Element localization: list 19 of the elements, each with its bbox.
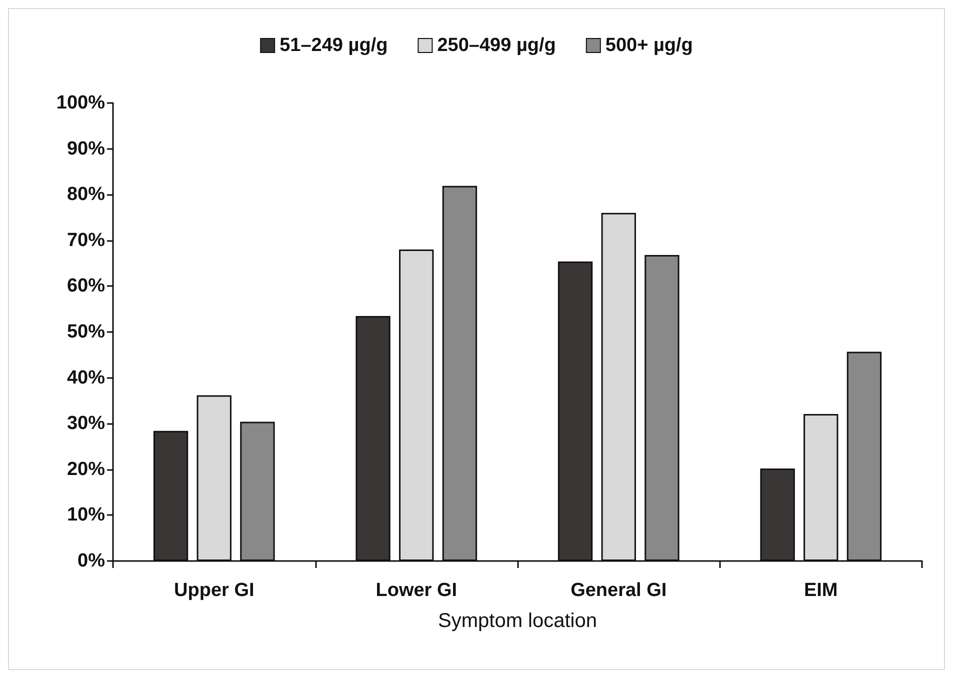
y-tick-label: 60% [66,276,106,297]
legend-label: 250–499 µg/g [437,35,556,56]
y-tick-label: 40% [66,367,106,388]
x-tick-label: Lower GI [376,580,458,601]
y-tick-label: 70% [66,230,106,251]
y-tick-label: 90% [66,138,106,160]
legend-label: 500+ µg/g [605,35,693,56]
x-tick-label: General GI [570,580,667,601]
legend-label: 51–249 µg/g [280,35,388,56]
y-tick-label: 0% [78,550,106,572]
y-tick-label: 100% [56,92,106,114]
y-tick-label: 20% [66,458,106,480]
y-tick-label: 50% [66,322,106,342]
x-axis-title: Symptom location [438,610,597,632]
x-tick-label: Upper GI [174,580,254,601]
y-tick-label: 80% [66,184,106,206]
y-tick-label: 10% [66,504,106,526]
y-tick-label: 30% [66,413,106,434]
x-tick-label: EIM [804,580,838,601]
